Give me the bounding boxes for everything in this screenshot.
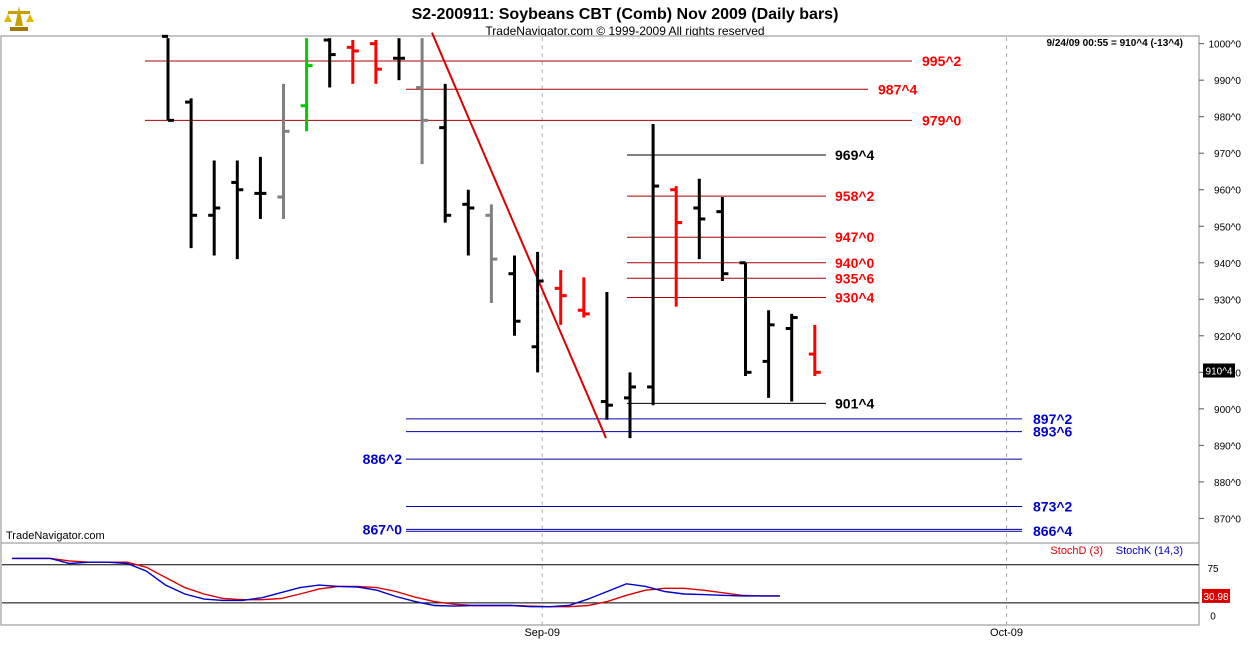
level-label: 873^2 [1033,499,1073,515]
ohlc-bar [808,324,821,376]
ohlc-bar [716,197,729,282]
ohlc-bar [323,38,336,88]
ohlc-bars-layer [162,34,821,439]
ohlc-bar [369,40,382,84]
level-label: 901^4 [835,395,875,411]
stoch-last-badge [1202,588,1230,603]
ohlc-bar [277,83,290,219]
ohlc-bar [393,38,405,81]
ohlc-bar [300,38,313,132]
stochastic-panel [0,542,1200,626]
trendline [431,32,607,439]
ohlc-bar [554,270,567,325]
ohlc-bar [254,156,267,219]
ohlc-bar [739,261,752,376]
ohlc-bar [439,83,452,223]
ohlc-bar [346,40,359,84]
last-price-label: 910^4 [1206,367,1233,378]
stoch-k-legend: StochK (14,3) [1116,545,1183,557]
date-tick-label: Sep-09 [524,627,559,639]
price-tick-label: 970^0 [1214,149,1241,160]
ohlc-bar [693,178,706,260]
ohlc-bar [416,38,429,165]
level-label: 886^2 [363,451,403,467]
price-tick-label: 990^0 [1214,76,1241,87]
scale-logo-icon [4,6,34,32]
ohlc-bar [162,34,174,122]
price-tick-label: 900^0 [1214,405,1241,416]
date-axis: Sep-09 Oct-09 [524,627,1023,639]
price-tick-label: 930^0 [1214,295,1241,306]
price-tick-label: 920^0 [1214,332,1241,343]
last-quote-text: 9/24/09 00:55 = 910^4 (-13^4) [1047,38,1184,49]
level-label: 969^4 [835,147,875,163]
level-label: 958^2 [835,188,875,204]
price-panel [0,35,1200,544]
ohlc-bar [485,204,498,303]
level-label: 930^4 [835,289,875,305]
ohlc-bar [624,372,636,439]
ohlc-bar [670,186,683,307]
ohlc-bar [231,160,244,260]
watermark-text: TradeNavigator.com [6,530,105,542]
ohlc-bar [462,189,475,256]
ohlc-bar [785,313,798,402]
level-label: 935^6 [835,270,875,286]
ohlc-bar [600,291,613,420]
price-tick-label: 1000^0 [1209,40,1242,51]
level-label: 979^0 [922,112,962,128]
ohlc-bar [762,310,775,398]
ohlc-bar [577,277,590,318]
level-label: 987^4 [878,81,918,97]
level-label: 893^6 [1033,424,1073,440]
price-tick-label: 980^0 [1214,113,1241,124]
level-label: 866^4 [1033,523,1073,539]
date-tick-label: Oct-09 [990,627,1023,639]
chart-title: S2-200911: Soybeans CBT (Comb) Nov 2009 … [412,6,839,23]
ohlc-bar [531,251,544,373]
stoch-d-line [12,557,780,608]
ohlc-bar [647,123,660,406]
grid-layer [541,37,1008,625]
stoch-d-legend: StochD (3) [1050,545,1103,557]
level-label: 947^0 [835,229,875,245]
stoch-tick-label: 0 [1210,612,1216,623]
level-label: 940^0 [835,255,875,271]
price-tick-label: 960^0 [1214,186,1241,197]
price-axis: 1000^0 990^0 980^0 970^0 960^0 950^0 940^0 930^… [1199,40,1242,525]
ohlc-bar [208,160,221,256]
trendline-layer [431,32,607,439]
price-tick-label: 890^0 [1214,441,1241,452]
stoch-last-label: 30.98 [1203,592,1228,603]
stoch-tick-label: 75 [1207,564,1219,575]
last-price-badge [1203,363,1235,378]
copyright-text: TradeNavigator.com © 1999-2009 All right… [485,24,764,38]
stochastic-layer: 75 0 30.98 [2,557,1230,623]
level-label: 995^2 [922,53,962,69]
stoch-k-line [12,557,780,608]
ohlc-bar [508,255,521,336]
price-tick-label: 950^0 [1214,222,1241,233]
level-label: 897^2 [1033,411,1073,427]
price-tick-label: 870^0 [1214,514,1241,525]
price-tick-label: 940^0 [1214,259,1241,270]
ohlc-bar [185,98,198,249]
price-tick-label: 880^0 [1214,478,1241,489]
level-label: 867^0 [363,521,403,537]
